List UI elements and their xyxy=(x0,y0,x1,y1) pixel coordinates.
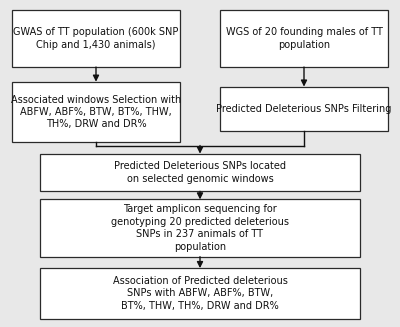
Text: Association of Predicted deleterious
SNPs with ABFW, ABF%, BTW,
BT%, THW, TH%, D: Association of Predicted deleterious SNP… xyxy=(112,276,288,311)
FancyBboxPatch shape xyxy=(220,10,388,67)
Text: Target amplicon sequencing for
genotyping 20 predicted deleterious
SNPs in 237 a: Target amplicon sequencing for genotypin… xyxy=(111,204,289,252)
FancyBboxPatch shape xyxy=(40,199,360,257)
FancyBboxPatch shape xyxy=(40,154,360,191)
Text: Associated windows Selection with
ABFW, ABF%, BTW, BT%, THW,
TH%, DRW and DR%: Associated windows Selection with ABFW, … xyxy=(11,95,181,129)
Text: Predicted Deleterious SNPs located
on selected genomic windows: Predicted Deleterious SNPs located on se… xyxy=(114,161,286,184)
Text: Predicted Deleterious SNPs Filtering: Predicted Deleterious SNPs Filtering xyxy=(216,104,392,114)
FancyBboxPatch shape xyxy=(40,268,360,319)
Text: GWAS of TT population (600k SNP
Chip and 1,430 animals): GWAS of TT population (600k SNP Chip and… xyxy=(13,27,179,50)
Text: WGS of 20 founding males of TT
population: WGS of 20 founding males of TT populatio… xyxy=(226,27,382,50)
FancyBboxPatch shape xyxy=(12,10,180,67)
FancyBboxPatch shape xyxy=(220,87,388,131)
FancyBboxPatch shape xyxy=(12,82,180,142)
